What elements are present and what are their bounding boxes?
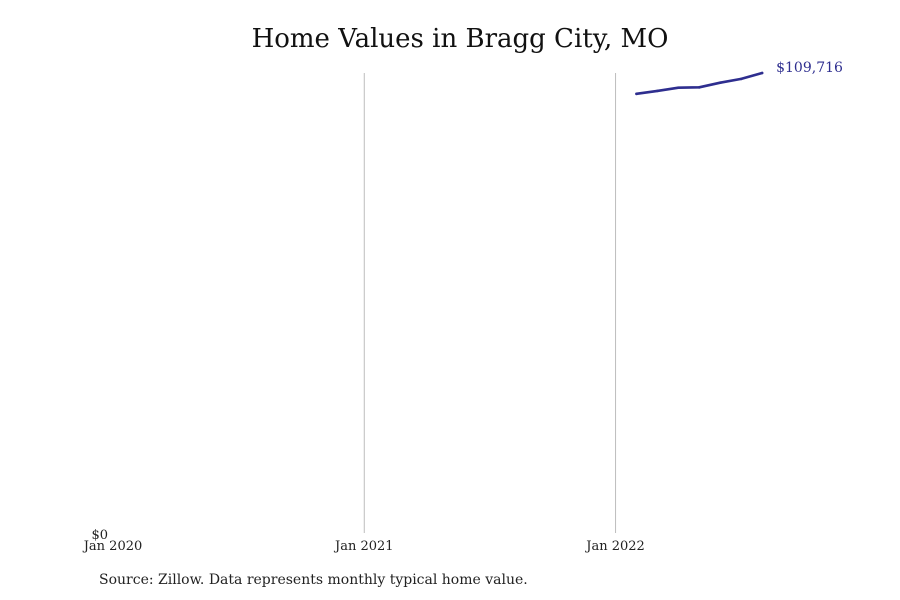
- source-note: Source: Zillow. Data represents monthly …: [99, 572, 528, 588]
- x-tick-label: Jan 2022: [584, 539, 645, 554]
- data-point: [760, 71, 764, 75]
- y-axis-ticks: $0: [91, 528, 108, 543]
- data-point: [635, 92, 638, 96]
- data-point: [698, 86, 701, 89]
- data-point: [718, 81, 722, 85]
- x-tick-label: Jan 2021: [333, 539, 394, 554]
- series-layer: $109,716: [635, 60, 843, 96]
- x-tick-label: Jan 2020: [82, 539, 143, 554]
- data-point: [656, 89, 659, 93]
- x-axis-ticks: Jan 2020 Jan 2021 Jan 2022: [82, 539, 645, 554]
- gridlines: [363, 73, 617, 533]
- series-line: [635, 71, 764, 96]
- data-point: [739, 77, 743, 81]
- end-value-label: $109,716: [776, 60, 843, 76]
- data-point: [677, 86, 680, 90]
- y-tick-label: $0: [91, 528, 108, 543]
- chart-title: Home Values in Bragg City, MO: [251, 24, 669, 54]
